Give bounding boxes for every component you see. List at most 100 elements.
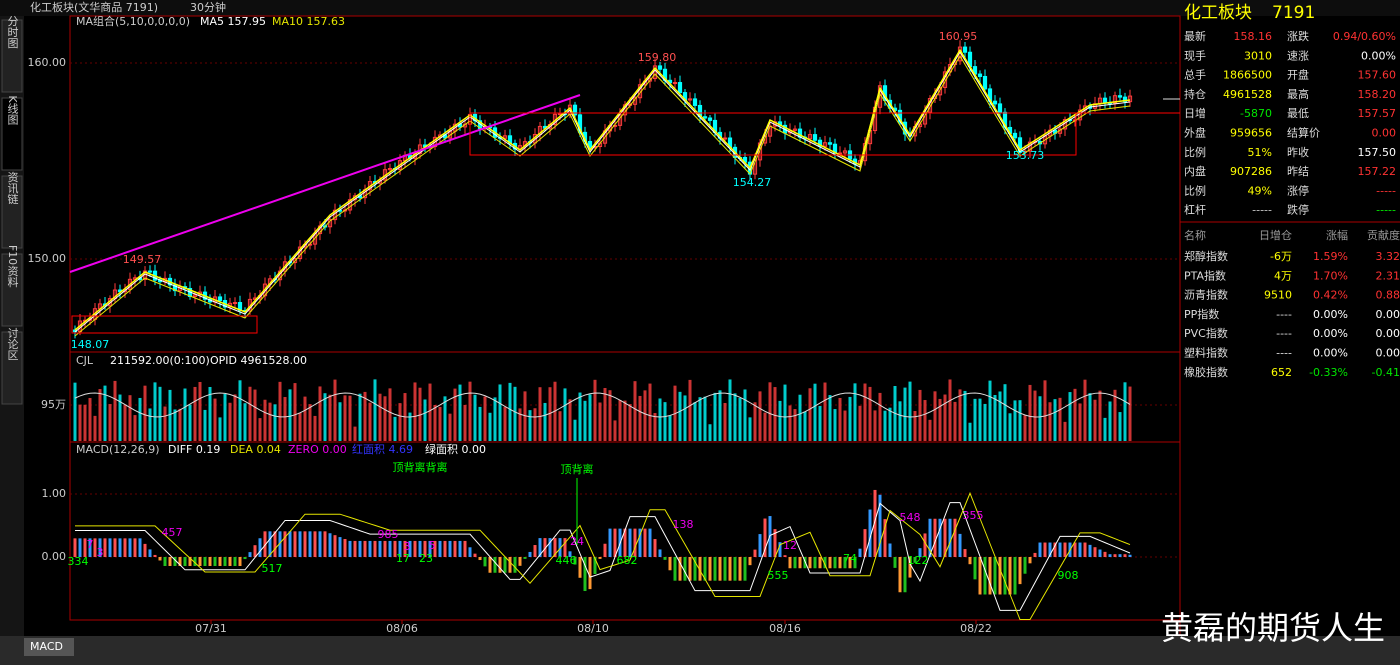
candle-body [587, 140, 593, 148]
volume-bar [538, 387, 542, 441]
sidebar-tab-label[interactable]: F10资料 [6, 245, 19, 288]
macd-bar [238, 557, 242, 566]
sidebar-tab[interactable] [1, 175, 23, 249]
volume-bar [798, 394, 802, 441]
sidebar-tab-label[interactable]: 分时图 [6, 15, 19, 49]
sidebar-tab-label[interactable]: 讨论区 [6, 327, 19, 360]
macd-bar [328, 533, 332, 557]
sidebar-tab-label[interactable]: 资讯链 [6, 171, 19, 204]
macd-tab[interactable] [24, 638, 74, 656]
table-name[interactable]: PVC指数 [1184, 326, 1228, 340]
volume-bar [513, 386, 517, 441]
macd-bar [278, 531, 282, 557]
macd-tab-label[interactable]: MACD [30, 640, 63, 653]
sidebar-tab[interactable] [1, 19, 23, 93]
volume-bar [498, 384, 502, 441]
volume-bar [718, 390, 722, 441]
macd-bar [193, 557, 197, 566]
table-cell: 2.31 [1376, 269, 1400, 282]
table-name[interactable]: PP指数 [1184, 307, 1219, 321]
candle-body [762, 135, 768, 144]
volume-bar [348, 395, 352, 441]
macd-bar [198, 557, 202, 566]
macd-bar [348, 540, 352, 557]
volume-bar [948, 379, 952, 441]
macd-bar [548, 538, 552, 557]
table-cell: 0.00% [1313, 327, 1348, 340]
volume-bar [463, 404, 467, 441]
macd-bar [443, 540, 447, 557]
volume-bar [233, 394, 237, 441]
volume-bar [838, 397, 842, 441]
volume-bar [578, 392, 582, 441]
macd-bar [448, 540, 452, 557]
macd-bar [383, 540, 387, 557]
quote-label: 涨跌 [1287, 29, 1309, 43]
volume-bar [138, 397, 142, 441]
x-axis-label: 07/31 [195, 622, 227, 635]
volume-bar [518, 408, 522, 441]
quote-value: 158.20 [1358, 88, 1397, 101]
macd-bar [123, 538, 127, 557]
macd-bar [733, 557, 737, 581]
macd-bar [1008, 557, 1012, 595]
quote-label: 持仓 [1184, 87, 1206, 101]
table-name[interactable]: PTA指数 [1184, 268, 1226, 282]
volume-bar [1013, 400, 1017, 441]
table-header: 涨幅 [1326, 229, 1348, 242]
table-cell: 0.00 [1376, 308, 1400, 321]
macd-bar [1088, 544, 1092, 557]
macd-bar [373, 540, 377, 557]
table-name[interactable]: 郑醇指数 [1184, 249, 1228, 263]
sidebar-tab[interactable] [1, 331, 23, 405]
quote-label: 昨结 [1287, 165, 1309, 178]
macd-bar [968, 557, 972, 565]
macd-bar [163, 557, 167, 566]
volume-bar [313, 415, 317, 441]
macd-bar [948, 518, 952, 557]
macd-bar [833, 557, 837, 569]
volume-bar [533, 408, 537, 441]
quote-value: ----- [1376, 204, 1396, 217]
volume-bar [1058, 397, 1062, 441]
volume-bar [383, 396, 387, 441]
quote-value: 3010 [1244, 49, 1272, 62]
opid-value: OPID 4961528.00 [210, 354, 307, 367]
macd-bar [1108, 554, 1112, 557]
macd-bar [998, 557, 1002, 595]
volume-bar [708, 424, 712, 441]
macd-bar [658, 549, 662, 557]
macd-bar [868, 509, 872, 557]
volume-bar [223, 393, 227, 441]
volume-bar [1123, 382, 1127, 441]
volume-bar [388, 388, 392, 441]
macd-bar-label: 74 [843, 552, 857, 565]
volume-bar [873, 410, 877, 441]
macd-bar [1043, 542, 1047, 557]
macd-bar [588, 557, 592, 590]
sidebar-tab[interactable] [1, 253, 23, 327]
macd-header-red-area: 红面积 4.69 [352, 443, 413, 456]
volume-bar [1043, 380, 1047, 441]
volume-bar [113, 380, 117, 441]
volume-bar [583, 400, 587, 441]
volume-bar [168, 389, 172, 441]
macd-bar [258, 538, 262, 557]
table-name[interactable]: 橡胶指数 [1184, 365, 1228, 379]
sidebar-tab[interactable] [1, 97, 23, 171]
sidebar-tab-label[interactable]: K线图 [6, 95, 19, 125]
volume-bar [1053, 399, 1057, 441]
macd-bar-label: 5 [429, 539, 436, 552]
macd-bar [1123, 554, 1127, 557]
price-annotation: 149.57 [123, 253, 162, 266]
macd-bar [153, 554, 157, 557]
macd-bar [953, 518, 957, 557]
macd-bar [638, 528, 642, 557]
candle-body [672, 82, 678, 85]
macd-bar [883, 519, 887, 557]
macd-bar [93, 538, 97, 557]
table-name[interactable]: 塑料指数 [1184, 346, 1228, 360]
table-name[interactable]: 沥青指数 [1184, 288, 1228, 302]
macd-bar-label: 446 [556, 554, 577, 567]
macd-bar [978, 557, 982, 595]
